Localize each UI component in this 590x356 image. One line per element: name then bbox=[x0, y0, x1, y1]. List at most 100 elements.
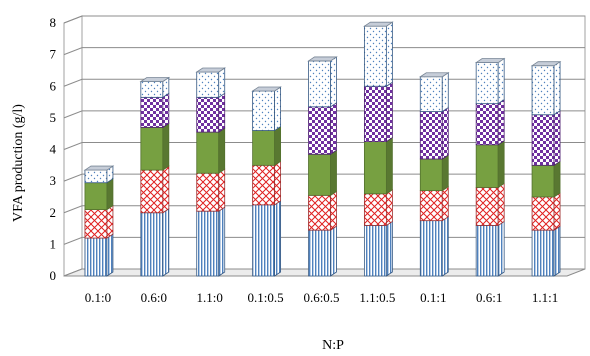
bar-segment bbox=[363, 224, 387, 277]
bar-top bbox=[474, 58, 506, 63]
bar-segment bbox=[140, 96, 164, 128]
y-tick-label: 7 bbox=[50, 47, 57, 62]
bar-segment-side bbox=[497, 220, 505, 277]
bar-segment bbox=[363, 193, 387, 226]
bar-segment bbox=[363, 85, 387, 142]
x-tick-label: 0.1:1 bbox=[420, 290, 446, 305]
bar-segment-side bbox=[497, 98, 505, 146]
gridline bbox=[63, 47, 585, 56]
gridline bbox=[63, 173, 585, 182]
gridline bbox=[63, 110, 585, 119]
bar-segment bbox=[252, 130, 276, 166]
gridline bbox=[63, 15, 585, 24]
bar-stack bbox=[83, 165, 115, 277]
bar-segment-side bbox=[162, 122, 170, 171]
bar-segment bbox=[531, 114, 555, 166]
gridline bbox=[63, 205, 585, 214]
bar-segment-side bbox=[218, 92, 226, 133]
bar-segment-side bbox=[441, 106, 449, 160]
y-tick-label: 8 bbox=[50, 15, 57, 30]
bar-segment-side bbox=[330, 149, 337, 197]
y-tick-label: 4 bbox=[50, 142, 57, 157]
bar-segment bbox=[196, 96, 220, 133]
bar-segment bbox=[531, 65, 555, 116]
bar-segment bbox=[475, 144, 499, 188]
bar-segment bbox=[363, 141, 387, 195]
y-tick-label: 3 bbox=[50, 173, 57, 188]
bar-top bbox=[363, 21, 394, 27]
bar-segment-side bbox=[553, 109, 561, 167]
bar-segment-side bbox=[218, 206, 226, 277]
bar-stack bbox=[251, 86, 282, 277]
x-axis-title: N:P bbox=[322, 338, 344, 353]
x-tick-label: 0.6:0.5 bbox=[303, 290, 339, 305]
bar-stack bbox=[530, 60, 562, 277]
bar-segment-side bbox=[441, 185, 449, 222]
x-axis-ticks: 0.1:0 0.6:0 1.1:0 0.1:0.5 0.6:0.5 1.1:0.5 0.1:… bbox=[85, 290, 558, 305]
bar-top bbox=[139, 77, 171, 82]
bar-segment-side bbox=[553, 60, 561, 116]
bar-segment-side bbox=[441, 154, 449, 192]
x-tick-label: 1.1:0 bbox=[197, 290, 223, 305]
bar-top bbox=[530, 61, 562, 67]
bar-segment-side bbox=[274, 200, 282, 277]
bar-segment-side bbox=[553, 192, 561, 231]
bar-segment bbox=[308, 194, 331, 231]
x-tick-label: 0.6:1 bbox=[476, 290, 502, 305]
bar-segment-side bbox=[330, 102, 337, 155]
bar-segment bbox=[140, 81, 164, 98]
bar-stack bbox=[418, 72, 450, 277]
y-tick-label: 5 bbox=[50, 110, 57, 125]
bar-top bbox=[418, 72, 450, 78]
gridline bbox=[63, 142, 585, 150]
x-tick-label: 1.1:0.5 bbox=[359, 290, 395, 305]
bar-segment bbox=[196, 210, 220, 277]
bar-top bbox=[83, 165, 115, 171]
bar-segment bbox=[419, 190, 443, 222]
bar-segment bbox=[84, 209, 108, 239]
y-tick-label: 0 bbox=[50, 268, 57, 283]
bar-segment-side bbox=[497, 57, 505, 105]
bar-segment-side bbox=[274, 86, 282, 132]
bar-segment-side bbox=[218, 168, 226, 212]
bar-segment-side bbox=[162, 165, 170, 214]
bar-segment-side bbox=[497, 182, 505, 227]
bar-segment-side bbox=[330, 190, 337, 231]
y-tick-label: 6 bbox=[50, 78, 57, 93]
bar-segment-side bbox=[441, 72, 449, 113]
bar-segment-side bbox=[385, 220, 393, 277]
bar-segment bbox=[84, 237, 108, 277]
bar-stack bbox=[139, 76, 171, 277]
bar-segment bbox=[196, 71, 220, 98]
x-tick-label: 1.1:1 bbox=[532, 290, 558, 305]
bar-segment-side bbox=[330, 56, 337, 108]
bar-segment bbox=[475, 62, 499, 105]
bar-segment bbox=[363, 25, 387, 87]
bar-top bbox=[307, 56, 338, 62]
bar-segment-side bbox=[218, 67, 226, 99]
bar-segment bbox=[84, 169, 108, 184]
bar-segment-side bbox=[553, 225, 561, 277]
bar-stack bbox=[195, 67, 227, 277]
bar-segment bbox=[475, 224, 499, 277]
x-tick-label: 0.6:0 bbox=[141, 290, 167, 305]
bar-segment bbox=[252, 164, 276, 206]
bar-segment-side bbox=[385, 189, 393, 227]
bar-segment-side bbox=[218, 127, 226, 174]
y-tick-label: 1 bbox=[50, 236, 57, 251]
bar-segment-side bbox=[385, 81, 393, 143]
bar-segment-side bbox=[274, 160, 282, 206]
bar-segment bbox=[475, 103, 499, 146]
bar-segment-side bbox=[162, 92, 170, 129]
bar-segment-side bbox=[106, 233, 114, 277]
y-axis-title: VFA production (g/l) bbox=[11, 104, 26, 222]
bar-segment bbox=[196, 131, 220, 174]
bar-segment bbox=[84, 182, 108, 210]
x-tick-label: 0.1:0 bbox=[85, 290, 111, 305]
bar-stack bbox=[363, 21, 394, 277]
bar-segment bbox=[308, 153, 331, 196]
bar-segment bbox=[419, 220, 443, 277]
bar-segment bbox=[531, 196, 555, 231]
bar-stack bbox=[307, 56, 338, 277]
bar-top bbox=[195, 67, 227, 73]
